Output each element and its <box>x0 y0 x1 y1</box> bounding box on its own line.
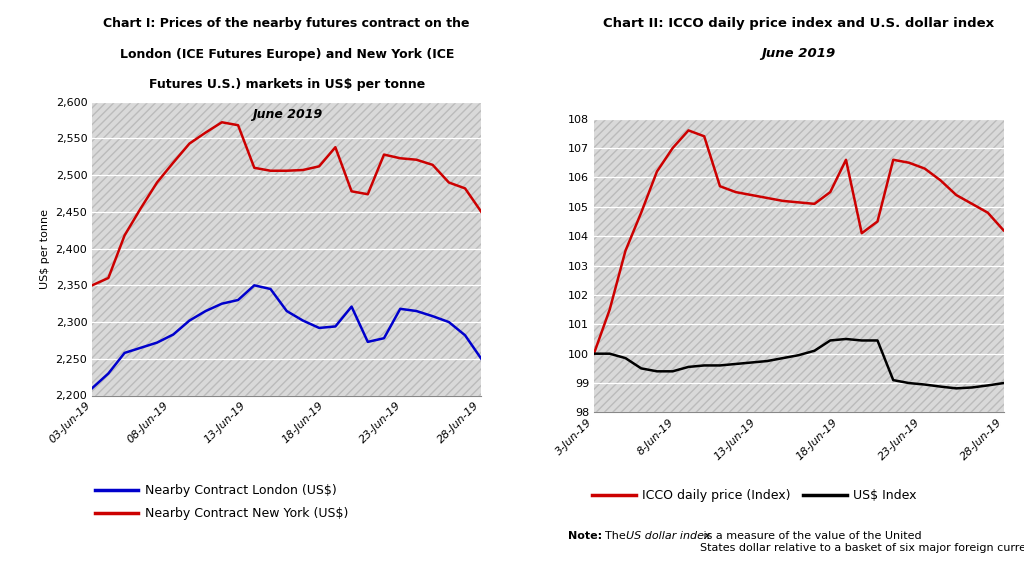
Text: is a measure of the value of the United
States dollar relative to a basket of si: is a measure of the value of the United … <box>700 531 1024 553</box>
Text: Chart I: Prices of the nearby futures contract on the: Chart I: Prices of the nearby futures co… <box>103 17 470 30</box>
Y-axis label: US$ per tonne: US$ per tonne <box>40 208 50 289</box>
Legend: ICCO daily price (Index), US$ Index: ICCO daily price (Index), US$ Index <box>592 489 916 502</box>
Legend: Nearby Contract London (US$), Nearby Contract New York (US$): Nearby Contract London (US$), Nearby Con… <box>94 484 348 520</box>
Text: Chart II: ICCO daily price index and U.S. dollar index: Chart II: ICCO daily price index and U.S… <box>603 17 994 30</box>
Text: Futures U.S.) markets in US$ per tonne: Futures U.S.) markets in US$ per tonne <box>148 78 425 91</box>
Text: June 2019: June 2019 <box>252 108 322 121</box>
Text: The: The <box>605 531 630 541</box>
Text: London (ICE Futures Europe) and New York (ICE: London (ICE Futures Europe) and New York… <box>120 48 454 61</box>
Text: June 2019: June 2019 <box>762 47 836 60</box>
Text: US dollar index: US dollar index <box>626 531 711 541</box>
Text: Note:: Note: <box>568 531 602 541</box>
